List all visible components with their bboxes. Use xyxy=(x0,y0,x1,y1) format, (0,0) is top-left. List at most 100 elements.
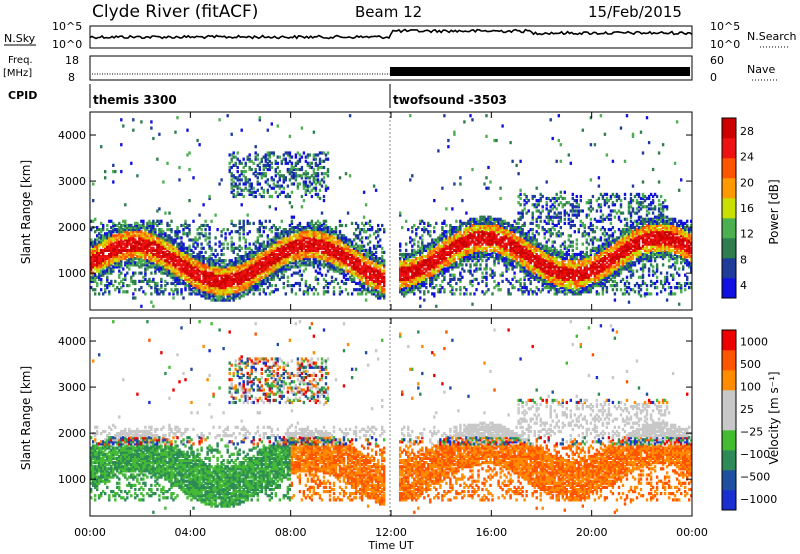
heatmap-cell xyxy=(134,296,137,300)
heatmap-cell xyxy=(208,294,211,298)
heatmap-cell xyxy=(324,255,328,259)
heatmap-cell xyxy=(144,277,147,281)
heatmap-cell xyxy=(146,279,149,283)
heatmap-cell xyxy=(238,238,241,242)
heatmap-cell xyxy=(403,271,406,275)
heatmap-cell xyxy=(429,284,432,288)
heatmap-cell xyxy=(316,230,320,234)
heatmap-cell xyxy=(246,265,249,269)
heatmap-cell xyxy=(461,236,464,240)
heatmap-cell xyxy=(499,244,502,248)
heatmap-cell xyxy=(98,273,101,277)
heatmap-cell xyxy=(419,269,422,273)
heatmap-cell xyxy=(282,286,285,290)
heatmap-cell xyxy=(108,265,111,269)
heatmap-cell xyxy=(202,259,205,263)
heatmap-cell xyxy=(276,255,279,259)
heatmap-cell xyxy=(445,261,448,265)
heatmap-cell xyxy=(493,248,496,252)
heatmap-cell xyxy=(164,259,167,263)
heatmap-cell xyxy=(110,263,113,267)
heatmap-cell xyxy=(234,279,237,283)
heatmap-cell xyxy=(481,259,484,263)
heatmap-cell xyxy=(469,219,472,223)
heatmap-cell xyxy=(427,257,430,261)
heatmap-cell xyxy=(182,228,185,232)
heatmap-cell xyxy=(240,170,243,174)
heatmap-cell xyxy=(184,284,187,288)
heatmap-cell xyxy=(356,288,360,292)
heatmap-cell xyxy=(475,277,478,281)
heatmap-cell xyxy=(108,292,111,296)
heatmap-cell xyxy=(435,261,438,265)
heatmap-cell xyxy=(324,252,328,257)
heatmap-cell xyxy=(170,288,173,292)
heatmap-cell xyxy=(288,255,292,259)
heatmap-cell xyxy=(431,263,434,267)
heatmap-cell xyxy=(124,290,127,294)
heatmap-cell xyxy=(316,242,320,246)
heatmap-cell xyxy=(258,273,261,277)
heatmap-cell xyxy=(473,232,476,236)
heatmap-cell xyxy=(497,223,500,228)
heatmap-cell xyxy=(162,180,165,184)
heatmap-cell xyxy=(176,116,179,120)
heatmap-cell xyxy=(473,255,476,259)
heatmap-cell xyxy=(92,244,95,248)
heatmap-cell xyxy=(352,267,356,271)
heatmap-cell xyxy=(427,244,430,248)
heatmap-cell xyxy=(453,275,456,279)
heatmap-cell xyxy=(120,143,123,147)
heatmap-cell xyxy=(417,226,420,230)
heatmap-cell xyxy=(513,286,516,290)
heatmap-cell xyxy=(242,188,245,192)
heatmap-cell xyxy=(302,230,306,234)
heatmap-cell xyxy=(312,255,316,259)
heatmap-cell xyxy=(94,238,97,242)
heatmap-cell xyxy=(324,234,328,238)
heatmap-cell xyxy=(240,267,243,271)
heatmap-cell xyxy=(362,261,366,265)
heatmap-cell xyxy=(212,292,215,296)
heatmap-cell xyxy=(192,267,195,271)
heatmap-cell xyxy=(248,159,251,163)
heatmap-cell xyxy=(230,153,233,157)
heatmap-cell xyxy=(294,238,298,242)
heatmap-cell xyxy=(493,271,496,275)
heatmap-cell xyxy=(160,250,163,254)
heatmap-cell xyxy=(250,286,253,290)
heatmap-cell xyxy=(184,281,187,286)
heatmap-cell xyxy=(104,290,107,294)
heatmap-cell xyxy=(202,277,205,281)
heatmap-cell xyxy=(214,292,217,296)
heatmap-cell xyxy=(96,269,99,273)
heatmap-cell xyxy=(234,223,237,228)
heatmap-cell xyxy=(348,271,352,275)
heatmap-cell xyxy=(399,290,402,294)
heatmap-cell xyxy=(405,281,408,286)
heatmap-cell xyxy=(312,244,316,248)
heatmap-cell xyxy=(370,292,374,296)
heatmap-cell xyxy=(190,259,193,263)
heatmap-cell xyxy=(248,153,251,157)
heatmap-cell xyxy=(220,252,223,257)
heatmap-cell xyxy=(190,279,193,283)
heatmap-cell xyxy=(148,242,151,246)
heatmap-cell xyxy=(485,238,488,242)
heatmap-cell xyxy=(198,265,201,269)
heatmap-cell xyxy=(441,221,444,225)
heatmap-cell xyxy=(188,252,191,257)
heatmap-cell xyxy=(262,172,265,176)
heatmap-cell xyxy=(407,286,410,290)
heatmap-cell xyxy=(282,248,285,252)
heatmap-cell xyxy=(433,226,436,230)
heatmap-cell xyxy=(485,259,488,263)
heatmap-cell xyxy=(208,236,211,240)
heatmap-cell xyxy=(475,269,478,273)
heatmap-cell xyxy=(501,271,504,275)
heatmap-cell xyxy=(148,252,151,257)
heatmap-cell xyxy=(459,221,462,225)
heatmap-cell xyxy=(120,286,123,290)
heatmap-cell xyxy=(509,238,512,242)
heatmap-cell xyxy=(104,244,107,248)
